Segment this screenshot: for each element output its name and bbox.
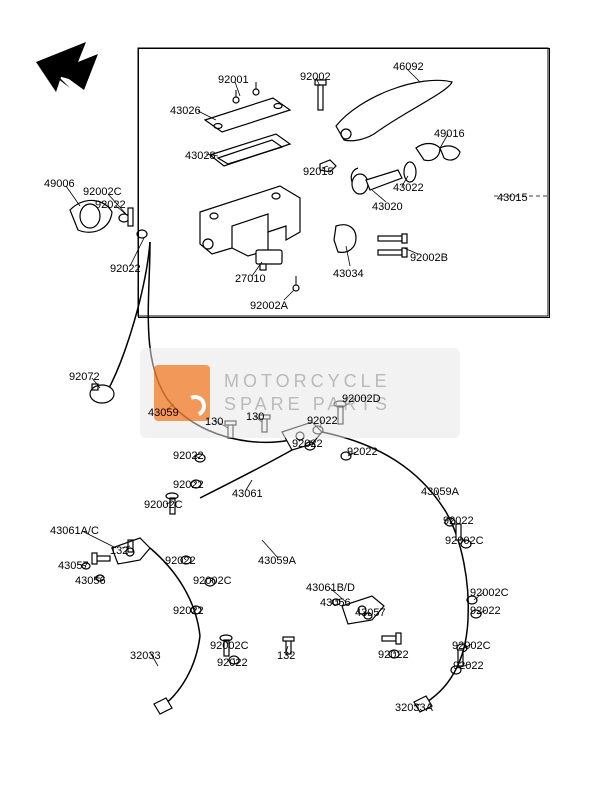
callout-43061BD: 43061B/D <box>306 582 355 594</box>
callout-43028: 43028 <box>185 150 216 162</box>
callout-92022_3: 92022 <box>173 450 204 462</box>
callout-92022_14: 92022 <box>453 660 484 672</box>
callout-43057_2: 43057 <box>355 607 386 619</box>
callout-92022_9: 92022 <box>292 438 323 450</box>
callout-43056_1: 43056 <box>75 575 106 587</box>
callout-92022_6: 92022 <box>173 605 204 617</box>
callout-43059A_2: 43059A <box>421 486 459 498</box>
callout-92002C_5: 92002C <box>445 535 484 547</box>
callout-43034: 43034 <box>333 268 364 280</box>
callout-92072: 92072 <box>69 371 100 383</box>
callout-132_2: 132 <box>277 650 295 662</box>
callout-43061AC: 43061A/C <box>50 525 99 537</box>
callout-130_2: 130 <box>246 411 264 423</box>
callout-92002C_6: 92002C <box>470 587 509 599</box>
callout-92002D: 92002D <box>342 393 381 405</box>
callout-92022_8: 92022 <box>307 415 338 427</box>
callout-92022_7: 92022 <box>217 657 248 669</box>
callout-92022_12: 92022 <box>378 649 409 661</box>
callout-92002C_3: 92002C <box>193 575 232 587</box>
callout-43026: 43026 <box>170 105 201 117</box>
callout-92015: 92015 <box>303 166 334 178</box>
callout-92002C_1: 92002C <box>83 186 122 198</box>
watermark-line1: MOTORCYCLE <box>224 370 391 393</box>
callout-43061: 43061 <box>232 488 263 500</box>
callout-92002A: 92002A <box>250 300 288 312</box>
callout-43020: 43020 <box>372 201 403 213</box>
callout-27010: 27010 <box>235 273 266 285</box>
callout-43015: 43015 <box>497 192 528 204</box>
callout-43057_1: 43057 <box>58 560 89 572</box>
callout-46092: 46092 <box>393 61 424 73</box>
callout-43059: 43059 <box>148 407 179 419</box>
callout-92022_1: 92022 <box>95 199 126 211</box>
callout-132_1: 132 <box>110 545 128 557</box>
callout-92002C_4: 92002C <box>210 640 249 652</box>
callout-130_1: 130 <box>205 416 223 428</box>
callout-92022_13: 92022 <box>470 605 501 617</box>
callout-92022_11: 92022 <box>443 515 474 527</box>
callout-92001: 92001 <box>218 74 249 86</box>
part-92072 <box>90 384 114 403</box>
part-43059A-right <box>322 432 446 512</box>
callout-92022_5: 92022 <box>165 555 196 567</box>
callout-92002C_2: 92002C <box>144 499 183 511</box>
callout-92002: 92002 <box>300 71 331 83</box>
callout-32033A: 32033A <box>395 702 433 714</box>
callout-49006: 49006 <box>44 178 75 190</box>
callout-32033: 32033 <box>130 650 161 662</box>
callout-92002C_7: 92002C <box>452 640 491 652</box>
diagram-stage: MOTORCYCLE SPARE PARTS 4900692002C920229… <box>0 0 600 785</box>
callout-92022_10: 92022 <box>347 446 378 458</box>
callout-92022_4: 92022 <box>173 479 204 491</box>
callout-43056_2: 43056 <box>320 597 351 609</box>
orientation-arrow <box>36 42 98 92</box>
callout-43022: 43022 <box>393 182 424 194</box>
callout-43059A_1: 43059A <box>258 555 296 567</box>
callout-92002B: 92002B <box>410 252 448 264</box>
callout-49016: 49016 <box>434 128 465 140</box>
watermark: MOTORCYCLE SPARE PARTS <box>140 348 460 438</box>
callout-92022_2: 92022 <box>110 263 141 275</box>
